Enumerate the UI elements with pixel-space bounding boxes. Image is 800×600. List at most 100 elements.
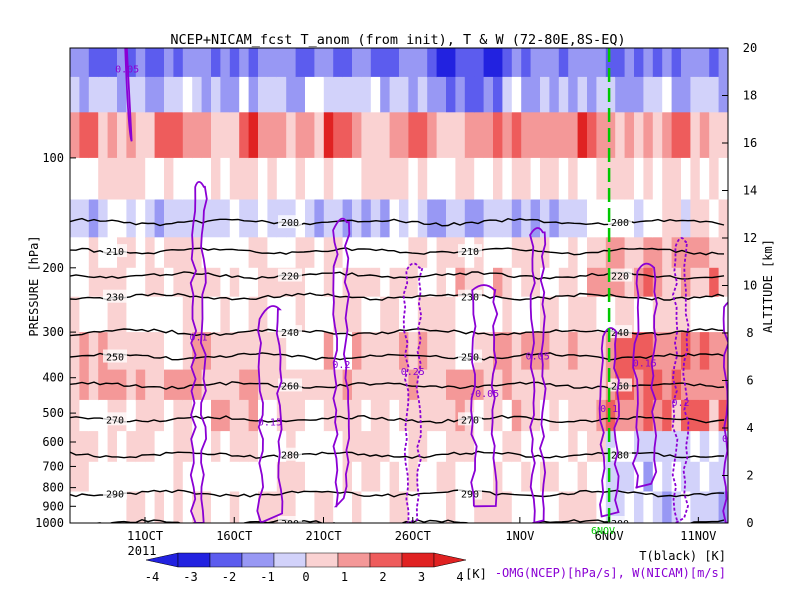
anomaly-cell [587, 112, 597, 159]
anomaly-cell [464, 296, 475, 333]
anomaly-cell [549, 296, 560, 333]
anomaly-cell [634, 332, 644, 371]
anomaly-cell [164, 157, 174, 201]
colorbar-tick-label: -4 [145, 570, 159, 584]
anomaly-cell [361, 157, 372, 201]
anomaly-cell [239, 199, 250, 238]
temperature-label-bg [608, 268, 632, 282]
date-tick-label: 21OCT [305, 529, 341, 543]
anomaly-cell [305, 48, 315, 78]
anomaly-cell [671, 461, 682, 493]
anomaly-cell [417, 461, 428, 493]
anomaly-cell [220, 48, 231, 78]
anomaly-cell [380, 399, 391, 432]
anomaly-cell [446, 199, 456, 238]
anomaly-cell [464, 369, 475, 401]
anomaly-cell [699, 112, 710, 159]
colorbar-segment [177, 552, 211, 568]
anomaly-cell [98, 76, 109, 113]
date-tick-label: 6NOV [595, 529, 624, 543]
anomaly-cell [718, 431, 728, 463]
anomaly-cell [709, 399, 720, 432]
anomaly-cell [79, 332, 90, 371]
pressure-tick-label: 900 [42, 499, 64, 513]
anomaly-cell [239, 369, 250, 401]
anomaly-cell [380, 267, 391, 298]
anomaly-cell [652, 112, 663, 159]
anomaly-cell [568, 199, 579, 238]
anomaly-cell [521, 76, 532, 113]
anomaly-cell [323, 461, 334, 493]
anomaly-cell [380, 48, 391, 78]
anomaly-cell [530, 399, 541, 432]
anomaly-cell [634, 399, 644, 432]
anomaly-cell [417, 431, 428, 463]
anomaly-cell [164, 399, 174, 432]
anomaly-cell [483, 76, 494, 113]
anomaly-cell [154, 76, 165, 113]
anomaly-cell [540, 332, 550, 371]
anomaly-cell [211, 76, 221, 113]
anomaly-cell [605, 267, 616, 298]
temperature-label-bg [458, 349, 482, 363]
anomaly-cell [427, 48, 438, 78]
anomaly-cell [530, 112, 541, 159]
anomaly-cell [145, 399, 156, 432]
anomaly-cell [464, 461, 475, 493]
anomaly-cell [305, 332, 315, 371]
anomaly-cell [295, 296, 306, 333]
anomaly-cell [540, 157, 550, 201]
anomaly-cell [70, 157, 80, 201]
anomaly-cell [342, 399, 353, 432]
anomaly-cell [399, 491, 409, 523]
anomaly-cell [718, 267, 728, 298]
anomaly-cell [135, 76, 146, 113]
anomaly-cell [493, 199, 503, 238]
anomaly-cell [596, 48, 607, 78]
anomaly-cell [342, 332, 353, 371]
vertical-velocity-contour [332, 217, 351, 508]
date-tick-label: 16OCT [216, 529, 252, 543]
anomaly-cell [464, 48, 475, 78]
anomaly-cell [615, 296, 626, 333]
anomaly-cell [79, 491, 90, 523]
anomaly-cell [615, 112, 626, 159]
temperature-label-bg [278, 378, 302, 392]
anomaly-cell [380, 296, 391, 333]
anomaly-cell [211, 199, 221, 238]
anomaly-cell [220, 431, 231, 463]
anomaly-cell [286, 399, 297, 432]
anomaly-cell [709, 431, 720, 463]
anomaly-cell [380, 157, 391, 201]
anomaly-cell [483, 296, 494, 333]
anomaly-cell [380, 461, 391, 493]
anomaly-cell [192, 461, 203, 493]
anomaly-cell [305, 399, 315, 432]
anomaly-cell [587, 399, 597, 432]
anomaly-cell [276, 267, 287, 298]
anomaly-cell [239, 76, 250, 113]
anomaly-cell [314, 332, 325, 371]
anomaly-cell [417, 199, 428, 238]
anomaly-cell [173, 461, 184, 493]
anomaly-cell [276, 399, 287, 432]
vertical-velocity-label: 0.25 [401, 367, 425, 378]
anomaly-cell [577, 267, 588, 298]
anomaly-cell [427, 199, 438, 238]
anomaly-cell [79, 431, 90, 463]
altitude-tick-label: 2 [746, 469, 753, 483]
colorbar-tick-label: -1 [260, 570, 274, 584]
anomaly-cell [671, 267, 682, 298]
anomaly-cell [718, 48, 728, 78]
anomaly-cell [333, 76, 344, 113]
anomaly-cell [718, 76, 728, 113]
anomaly-cell [521, 491, 532, 523]
anomaly-cell [201, 157, 212, 201]
anomaly-cell [511, 76, 522, 113]
anomaly-cell [117, 461, 127, 493]
anomaly-cell [286, 431, 297, 463]
temperature-label-bg [458, 486, 482, 500]
anomaly-cell [192, 431, 203, 463]
anomaly-cell [417, 267, 428, 298]
anomaly-cell [107, 112, 118, 159]
